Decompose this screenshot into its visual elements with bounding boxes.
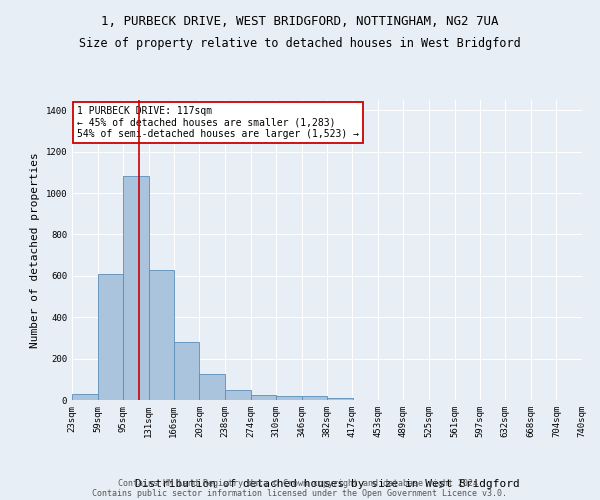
Bar	[251, 396, 276, 400]
Bar	[149, 270, 175, 400]
Bar	[328, 398, 353, 400]
Text: 1 PURBECK DRIVE: 117sqm
← 45% of detached houses are smaller (1,283)
54% of semi: 1 PURBECK DRIVE: 117sqm ← 45% of detache…	[77, 106, 359, 139]
Text: Contains HM Land Registry data © Crown copyright and database right 2024.: Contains HM Land Registry data © Crown c…	[118, 478, 482, 488]
Text: Contains public sector information licensed under the Open Government Licence v3: Contains public sector information licen…	[92, 488, 508, 498]
Bar	[199, 374, 225, 400]
Text: Size of property relative to detached houses in West Bridgford: Size of property relative to detached ho…	[79, 38, 521, 51]
Bar	[123, 176, 149, 400]
Bar	[72, 394, 98, 400]
Bar	[302, 396, 328, 400]
Bar	[225, 390, 251, 400]
X-axis label: Distribution of detached houses by size in West Bridgford: Distribution of detached houses by size …	[134, 479, 520, 489]
Bar	[174, 342, 199, 400]
Bar	[98, 274, 123, 400]
Text: 1, PURBECK DRIVE, WEST BRIDGFORD, NOTTINGHAM, NG2 7UA: 1, PURBECK DRIVE, WEST BRIDGFORD, NOTTIN…	[101, 15, 499, 28]
Bar	[276, 396, 302, 400]
Y-axis label: Number of detached properties: Number of detached properties	[30, 152, 40, 348]
